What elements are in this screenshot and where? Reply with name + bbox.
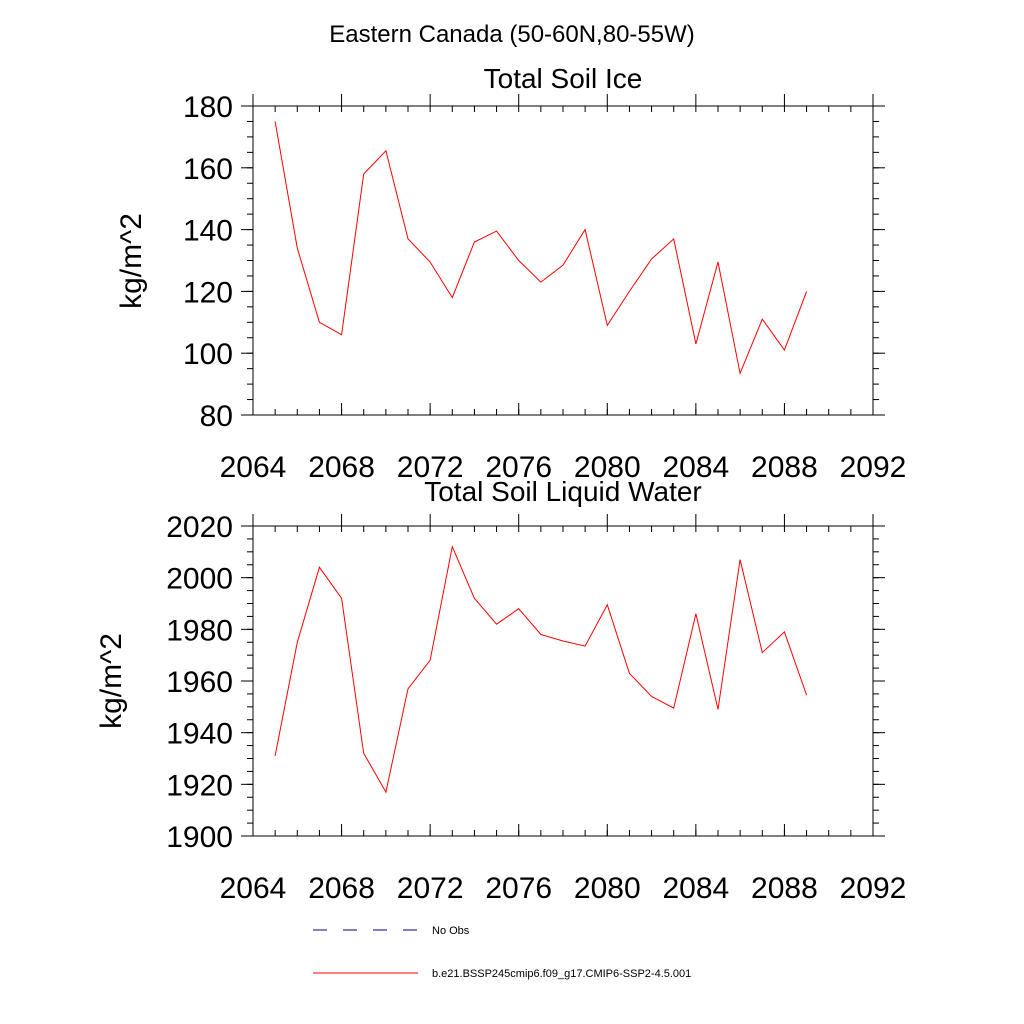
- x-tick-label: 2072: [397, 451, 464, 484]
- y-tick-label: 140: [183, 215, 233, 248]
- y-tick-label: 1940: [166, 718, 233, 751]
- chart-title: Total Soil Liquid Water: [424, 476, 702, 507]
- x-tick-label: 2064: [220, 872, 287, 905]
- chart-title: Total Soil Ice: [484, 63, 643, 94]
- x-tick-label: 2076: [485, 872, 552, 905]
- x-tick-label: 2084: [662, 872, 729, 905]
- chart-total-soil-ice: Total Soil Ice kg/m^2 2064 2068 2072 2076 20…: [115, 63, 906, 484]
- y-tick-label: 1960: [166, 666, 233, 699]
- y-tick-label: 1980: [166, 614, 233, 647]
- x-tick-label: 2084: [662, 451, 729, 484]
- x-tick-label: 2080: [574, 451, 641, 484]
- y-tick-label: 160: [183, 153, 233, 186]
- x-tick-label: 2072: [397, 872, 464, 905]
- x-tick-label: 2092: [840, 451, 907, 484]
- y-tick-label: 1900: [166, 821, 233, 854]
- x-tick-label: 2088: [751, 872, 818, 905]
- y-axis-label: kg/m^2: [115, 213, 148, 309]
- figure-title: Eastern Canada (50-60N,80-55W): [329, 21, 695, 48]
- y-tick-label: 1920: [166, 769, 233, 802]
- y-tick-label: 180: [183, 91, 233, 124]
- y-tick-label: 2000: [166, 563, 233, 596]
- x-tick-label: 2080: [574, 872, 641, 905]
- series-line: [274, 121, 808, 376]
- y-tick-label: 2020: [166, 511, 233, 544]
- x-tick-label: 2092: [840, 872, 907, 905]
- x-tick-label: 2068: [308, 451, 375, 484]
- legend-label-series: b.e21.BSSP245cmip6.f09_g17.CMIP6-SSP2-4.…: [432, 968, 691, 980]
- y-tick-label: 100: [183, 338, 233, 371]
- y-tick-label: 80: [200, 400, 233, 433]
- plot-frame: [252, 105, 874, 416]
- x-tick-label: 2076: [485, 451, 552, 484]
- legend: No Obs b.e21.BSSP245cmip6.f09_g17.CMIP6-…: [313, 925, 691, 980]
- chart-total-soil-liquid-water: Total Soil Liquid Water kg/m^2 2064 2068 2…: [95, 476, 906, 905]
- x-tick-label: 2088: [751, 451, 818, 484]
- plot-frame: [252, 525, 874, 837]
- y-tick-label: 120: [183, 276, 233, 309]
- x-tick-label: 2068: [308, 872, 375, 905]
- x-tick-label: 2064: [220, 451, 287, 484]
- series-line: [274, 545, 808, 794]
- y-axis-label: kg/m^2: [95, 633, 128, 729]
- legend-label-no-obs: No Obs: [432, 925, 470, 937]
